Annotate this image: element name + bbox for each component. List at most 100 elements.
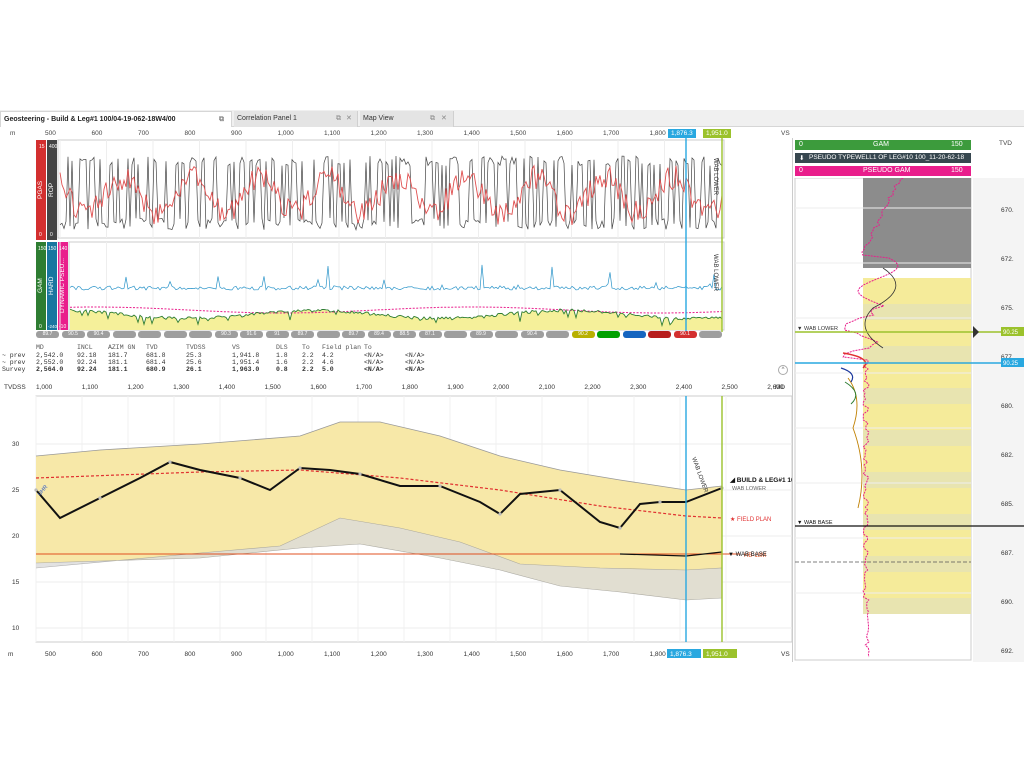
tab-geosteering[interactable]: Geosteering - Build & Leg#1 100/04-19-06… (0, 111, 232, 127)
depth-tick: 692. (1001, 648, 1014, 655)
dip-pill[interactable] (112, 331, 136, 338)
bottom-tick: 500 (45, 651, 56, 658)
gam-title: GAM (873, 141, 889, 148)
dip-pill[interactable]: 91.6 (240, 331, 263, 338)
y-tick: 10 (12, 625, 20, 632)
download-icon[interactable]: ⬇ (799, 155, 805, 162)
pseudo-title: PSEUDO GAM (863, 167, 911, 174)
md-tick: 1,700 (356, 384, 373, 391)
gam-label-strip: GAM (36, 242, 46, 330)
dip-pill[interactable] (495, 331, 518, 338)
collapse-icon[interactable]: ^ (778, 365, 788, 375)
survey-point (498, 512, 502, 516)
bottom-tick: 1,300 (417, 651, 434, 658)
dip-pill[interactable] (163, 331, 187, 338)
wab-lower-label: WAB LOWER (732, 486, 766, 492)
yellow-band-alt (863, 346, 971, 362)
tab-bar: Geosteering - Build & Leg#1 100/04-19-06… (0, 110, 1024, 127)
marker-green-label[interactable]: 1,951.0 (703, 129, 731, 138)
typewell-name-bar[interactable]: ⬇ PSEUDO TYPEWELL1 OF LEG#10 100_11-20-6… (795, 153, 971, 163)
y-axis-label: TVDSS (4, 384, 26, 391)
bottom-tick: 600 (92, 651, 103, 658)
marker-blue-label[interactable]: 1,876.3 (668, 129, 696, 138)
y-tick: 25 (12, 487, 20, 494)
tab-map-view[interactable]: Map View ⧉ ✕ (360, 111, 454, 127)
pointer-icon (973, 326, 979, 338)
top-axis-tick: 1,500 (510, 130, 527, 137)
survey-point (438, 484, 442, 488)
dip-pill[interactable]: 90.5 (61, 331, 85, 338)
yellow-band (863, 488, 971, 514)
dip-pill-row: 89.7 90.5 90.4 90.3 91.6 91 89.7 89.7 89.4 88.5 87… (36, 331, 726, 339)
dip-pill[interactable]: 90.4 (87, 331, 110, 338)
survey-header: VS (232, 344, 240, 351)
dip-pill[interactable] (316, 331, 340, 338)
formation-top (35, 421, 723, 491)
md-tick: 2,200 (584, 384, 601, 391)
survey-cell: 92.24 (77, 366, 97, 373)
dip-pill[interactable]: 90.1 (673, 331, 697, 338)
geosteering-app: Geosteering - Build & Leg#1 100/04-19-06… (0, 110, 1024, 662)
depth-tick: 690. (1001, 599, 1014, 606)
tab-label: Geosteering - Build & Leg#1 100/04-19-06… (4, 116, 176, 123)
dip-pill[interactable]: 88.5 (393, 331, 416, 338)
popout-icon[interactable]: ⧉ (336, 115, 341, 122)
popout-icon[interactable]: ⧉ (430, 115, 435, 122)
dip-pill[interactable]: 89.7 (36, 331, 59, 338)
survey-cell: 5.0 (322, 366, 334, 373)
dip-pill[interactable] (444, 331, 467, 338)
popout-icon[interactable]: ⧉ (219, 116, 224, 123)
dip-pill[interactable] (138, 331, 161, 338)
dip-pill[interactable]: 89.7 (291, 331, 314, 338)
dip-pill[interactable] (546, 331, 569, 338)
hard-min: -240 (48, 324, 58, 329)
depth-tick: 675. (1001, 305, 1014, 312)
cross-section[interactable]: TVDSS 1,000 1,100 1,200 1,300 1,400 1,500 1,600… (0, 378, 792, 662)
dip-pill[interactable]: 91 (265, 331, 289, 338)
dip-pill[interactable] (648, 331, 671, 338)
dip-pill[interactable] (597, 331, 620, 338)
survey-header: MD (36, 344, 44, 351)
survey-cell: 681.8 (146, 352, 166, 359)
top-axis-tick: 1,700 (603, 130, 620, 137)
bottom-end: VS (781, 651, 790, 658)
md-tick: 2,600 (767, 384, 784, 391)
survey-point (658, 500, 662, 504)
dip-pill[interactable]: 90.4 (520, 331, 544, 338)
pgas-curve (59, 164, 723, 225)
well-path (35, 460, 723, 530)
dip-pill[interactable]: 90.2 (571, 331, 595, 338)
survey-cell: <N/A> (364, 359, 384, 366)
bottom-tick: 1,800 (650, 651, 667, 658)
tab-correlation-panel[interactable]: Correlation Panel 1 ⧉ ✕ (234, 111, 358, 127)
dip-pill[interactable]: 89.7 (342, 331, 365, 338)
gam-max: 150 (38, 246, 47, 252)
survey-cell: 4.2 (322, 352, 334, 359)
gam-header: 0 GAM 150 (795, 140, 971, 150)
val2: 90.25 (1003, 361, 1019, 367)
pseudo-max: 140 (59, 246, 68, 252)
dip-pill[interactable]: 87.1 (418, 331, 442, 338)
dip-pill[interactable] (622, 331, 646, 338)
top-axis-tick: 1,800 (649, 130, 666, 137)
y-tick: 30 (12, 441, 20, 448)
dip-pill[interactable]: 89.4 (367, 331, 391, 338)
close-icon[interactable]: ✕ (441, 115, 447, 122)
wab-lower-label: WAB LOWER (712, 158, 718, 196)
dip-pill[interactable]: 90.3 (214, 331, 238, 338)
yellow-band (863, 320, 971, 346)
survey-point (168, 460, 172, 464)
survey-header: AZIM GN (108, 344, 136, 351)
pgas-min: 0 (39, 232, 42, 238)
dip-pill[interactable] (699, 331, 722, 338)
dip-pill[interactable] (189, 331, 212, 338)
close-icon[interactable]: ✕ (346, 115, 352, 122)
survey-cell: 0.8 (276, 366, 288, 373)
dip-pill[interactable]: 89.9 (469, 331, 493, 338)
bottom-tick: 1,100 (324, 651, 341, 658)
top-axis-tick: 1,400 (463, 130, 480, 137)
md-tick: 1,900 (447, 384, 464, 391)
typewell-log[interactable]: 670. 672. 675. 677. 680. 682. 685. 687. 690. 692.… (793, 178, 1024, 662)
survey-cell: 1,963.0 (232, 366, 260, 373)
